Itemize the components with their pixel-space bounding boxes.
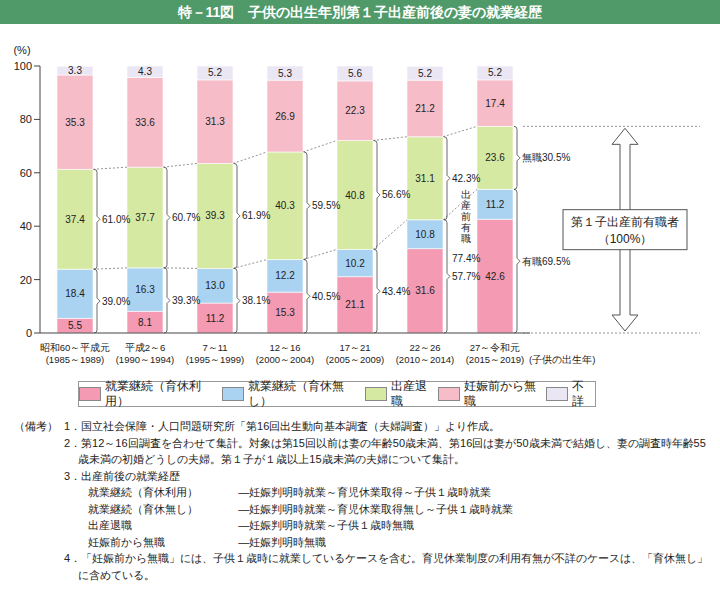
svg-text:60.7%: 60.7% (172, 212, 200, 223)
svg-text:産: 産 (461, 200, 471, 211)
svg-text:35.3: 35.3 (65, 117, 85, 128)
svg-text:17～21(2005～2009): 17～21(2005～2009) (326, 342, 385, 365)
svg-text:31.6: 31.6 (415, 285, 435, 296)
svg-text:57.7%: 57.7% (452, 271, 480, 282)
svg-text:5.5: 5.5 (68, 320, 82, 331)
svg-text:(%): (%) (13, 44, 30, 56)
svg-text:38.1%: 38.1% (242, 295, 270, 306)
svg-text:出: 出 (461, 189, 471, 200)
svg-text:5.2: 5.2 (488, 67, 502, 78)
svg-text:37.4: 37.4 (65, 214, 85, 225)
svg-text:4.3: 4.3 (138, 66, 152, 77)
svg-text:16.3: 16.3 (135, 284, 155, 295)
svg-text:77.4%: 77.4% (452, 253, 480, 264)
html-text:就業継続（育休利用）: 就業継続（育休利用） (104, 380, 201, 407)
svg-text:10.8: 10.8 (415, 229, 435, 240)
svg-text:第１子出産前有職者: 第１子出産前有職者 (571, 215, 679, 229)
html-text:就業継続（育休利用）: 就業継続（育休利用） (88, 486, 199, 498)
html-text:3．出産前後の就業経歴: 3．出産前後の就業経歴 (64, 469, 181, 482)
svg-text:3.3: 3.3 (68, 65, 82, 76)
svg-text:100: 100 (14, 60, 32, 72)
svg-text:12.2: 12.2 (275, 270, 295, 281)
html-text:特－11図 子供の出生年別第１子出産前後の妻の就業経歴: 特－11図 子供の出生年別第１子出産前後の妻の就業経歴 (177, 4, 543, 20)
svg-text:（100%）: （100%） (598, 232, 653, 246)
svg-text:平成2～6(1990～1994): 平成2～6(1990～1994) (116, 342, 175, 365)
svg-text:60: 60 (20, 167, 32, 179)
svg-text:無職30.5%: 無職30.5% (522, 152, 570, 163)
html-text:―妊娠判明時就業～子供１歳時無職: ―妊娠判明時就業～子供１歳時無職 (238, 519, 415, 531)
svg-text:56.6%: 56.6% (382, 189, 410, 200)
svg-text:27～令和元(2015～2019): 27～令和元(2015～2019) (466, 342, 525, 365)
svg-text:31.3: 31.3 (205, 116, 225, 127)
svg-text:61.0%: 61.0% (102, 214, 130, 225)
svg-text:20: 20 (20, 274, 32, 286)
svg-text:33.6: 33.6 (135, 117, 155, 128)
svg-text:5.3: 5.3 (278, 68, 292, 79)
svg-text:5.6: 5.6 (348, 68, 362, 79)
svg-text:37.7: 37.7 (135, 212, 155, 223)
svg-text:8.1: 8.1 (138, 317, 152, 328)
html-text:―妊娠判明時無職: ―妊娠判明時無職 (238, 535, 327, 548)
svg-text:(子供の出生年): (子供の出生年) (529, 354, 595, 365)
svg-text:22～26(2010～2014): 22～26(2010～2014) (396, 342, 455, 365)
svg-text:有: 有 (461, 222, 471, 233)
svg-text:39.3: 39.3 (205, 210, 225, 221)
svg-text:59.5%: 59.5% (312, 200, 340, 211)
svg-text:80: 80 (20, 113, 32, 125)
svg-text:40.8: 40.8 (345, 190, 365, 201)
svg-text:11.2: 11.2 (486, 199, 505, 210)
html-text:妊娠前から無職: 妊娠前から無職 (463, 380, 536, 407)
html-text:―妊娠判明時就業～育児休業取得～子供１歳時就業: ―妊娠判明時就業～育児休業取得～子供１歳時就業 (238, 486, 492, 498)
svg-text:職: 職 (461, 233, 471, 244)
svg-text:5.2: 5.2 (418, 68, 432, 79)
svg-text:昭和60～平成元(1985～1989): 昭和60～平成元(1985～1989) (40, 342, 111, 365)
svg-text:18.4: 18.4 (65, 288, 85, 299)
svg-text:12～16(2000～2004): 12～16(2000～2004) (256, 342, 315, 365)
svg-text:17.4: 17.4 (485, 98, 505, 109)
svg-text:40: 40 (20, 220, 32, 232)
svg-text:5.2: 5.2 (208, 67, 222, 78)
svg-text:21.2: 21.2 (415, 103, 435, 114)
svg-text:39.0%: 39.0% (102, 296, 130, 307)
svg-text:26.9: 26.9 (275, 111, 295, 122)
svg-text:13.0: 13.0 (205, 280, 225, 291)
svg-text:42.3%: 42.3% (452, 173, 480, 184)
html-text:―妊娠判明時就業～育児休業取得無し～子供１歳時就業: ―妊娠判明時就業～育児休業取得無し～子供１歳時就業 (238, 502, 514, 515)
svg-text:43.4%: 43.4% (382, 286, 410, 297)
html-text:不詳: 不詳 (571, 380, 584, 407)
svg-text:40.3: 40.3 (275, 200, 295, 211)
html-text:出産退職: 出産退職 (391, 380, 427, 407)
svg-text:42.6: 42.6 (485, 271, 505, 282)
svg-text:7～11(1995～1999): 7～11(1995～1999) (186, 342, 245, 365)
html-text:1．国立社会保障・人口問題研究所「第16回出生動向基本調査（: 1．国立社会保障・人口問題研究所「第16回出生動向基本調査（夫婦調査）」より作成… (64, 420, 501, 432)
svg-text:11.2: 11.2 (206, 313, 225, 324)
svg-text:22.3: 22.3 (345, 105, 365, 116)
html-text:就業継続（育休無し）: 就業継続（育休無し） (88, 502, 199, 515)
svg-text:前: 前 (461, 211, 471, 222)
svg-text:39.3%: 39.3% (172, 295, 200, 306)
svg-text:10.2: 10.2 (345, 258, 365, 269)
html-text:（備考）: （備考） (14, 420, 58, 432)
svg-text:15.3: 15.3 (275, 307, 295, 318)
html-text:妊娠前から無職: 妊娠前から無職 (88, 535, 166, 548)
svg-text:61.9%: 61.9% (242, 210, 270, 221)
html-text:4．「妊娠前から無職」には、子供１歳時に就業しているケースを: 4．「妊娠前から無職」には、子供１歳時に就業しているケースを含む。育児休業制度の… (64, 552, 709, 581)
svg-text:21.1: 21.1 (345, 299, 365, 310)
svg-text:31.1: 31.1 (415, 173, 435, 184)
svg-text:0: 0 (26, 327, 32, 339)
svg-text:23.6: 23.6 (485, 152, 505, 163)
html-text:就業継続（育休無し）: 就業継続（育休無し） (247, 380, 344, 407)
html-text:2．第12～16回調査を合わせて集計。対象は第15回以前は妻: 2．第12～16回調査を合わせて集計。対象は第15回以前は妻の年齢50歳未満、第… (64, 436, 706, 465)
svg-text:有職69.5%: 有職69.5% (522, 256, 570, 267)
svg-text:40.5%: 40.5% (312, 291, 340, 302)
html-text:出産退職: 出産退職 (88, 519, 133, 531)
